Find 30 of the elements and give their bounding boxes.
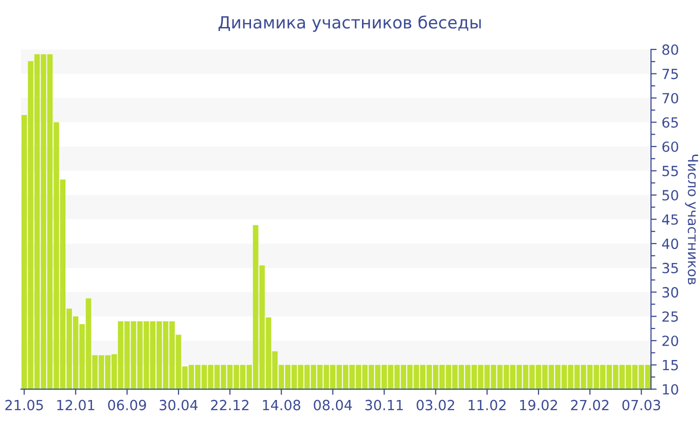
chart-title: Динамика участников беседы xyxy=(218,15,481,32)
x-tick-label: 27.02 xyxy=(571,400,608,410)
y-tick-label: 35 xyxy=(662,262,678,274)
y-tick-label: 50 xyxy=(662,190,678,201)
x-tick-label: 08.04 xyxy=(314,400,352,410)
y-tick-label: 65 xyxy=(662,117,678,128)
y-tick-label: 25 xyxy=(662,311,678,322)
y-tick-label: 10 xyxy=(662,384,678,395)
y-tick-label: 70 xyxy=(662,92,678,104)
y-tick-label: 20 xyxy=(662,336,678,346)
x-tick-label: 06.09 xyxy=(108,400,146,410)
y-tick-label: 75 xyxy=(662,68,678,80)
y-tick-label: 45 xyxy=(662,214,678,225)
x-tick-label: 12.01 xyxy=(57,400,94,410)
x-tick-label: 07.03 xyxy=(622,400,660,410)
y-tick-label: 60 xyxy=(662,141,678,152)
x-tick-label: 30.04 xyxy=(160,400,198,410)
y-tick-label: 30 xyxy=(662,287,678,298)
x-tick-label: 30.11 xyxy=(365,400,403,410)
y-tick-label: 80 xyxy=(662,44,678,55)
x-tick-label: 21.05 xyxy=(5,400,43,410)
y-axis-title: Число участников xyxy=(685,154,698,284)
y-tick-label: 55 xyxy=(662,166,678,176)
y-tick-label: 15 xyxy=(662,360,678,370)
x-tick-label: 14.08 xyxy=(263,400,300,410)
y-tick-label: 40 xyxy=(662,238,678,250)
x-tick-label: 22.12 xyxy=(211,400,248,410)
x-tick-label: 11.02 xyxy=(468,400,506,410)
x-tick-label: 19.02 xyxy=(520,400,557,410)
x-tick-label: 03.02 xyxy=(416,400,454,410)
